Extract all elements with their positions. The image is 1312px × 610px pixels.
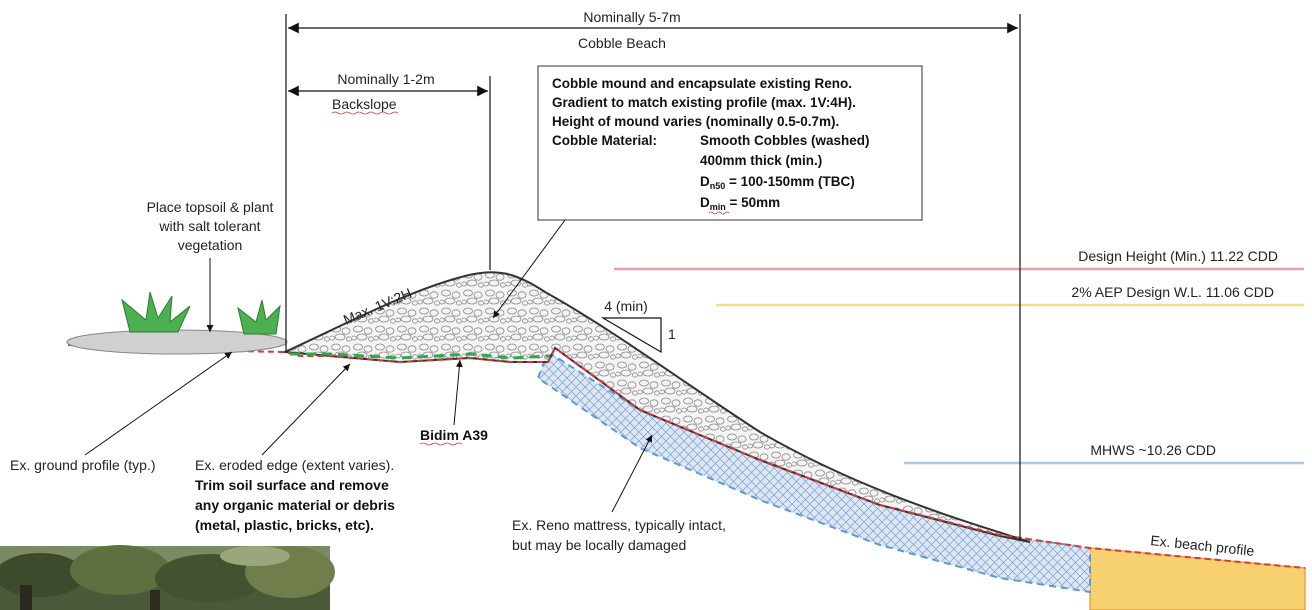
note-line-2: Gradient to match existing profile (max.… — [552, 95, 856, 110]
site-photo-inset — [0, 545, 335, 610]
reno-mattress-label-1: Ex. Reno mattress, typically intact, — [512, 517, 726, 533]
topsoil-label-2: with salt tolerant — [158, 218, 260, 234]
note-line-1: Cobble mound and encapsulate existing Re… — [552, 76, 852, 91]
cobble-material-2: 400mm thick (min.) — [700, 153, 822, 168]
note-leader — [492, 219, 566, 319]
topsoil-label-3: vegetation — [178, 237, 243, 253]
eroded-edge-note-3: (metal, plastic, bricks, etc). — [195, 517, 374, 533]
bidim-label: Bidim A39 — [420, 427, 488, 443]
cobble-mound — [281, 271, 1031, 543]
cobble-material-label: Cobble Material: — [552, 133, 657, 148]
ground-profile-leader — [84, 351, 233, 456]
dmin-underline — [708, 211, 730, 215]
aep-label: 2% AEP Design W.L. 11.06 CDD — [1071, 284, 1274, 300]
slope-vertical-label: 1 — [668, 326, 676, 342]
bidim-underline — [419, 442, 463, 446]
plant-icon — [237, 299, 281, 335]
reno-mattress-label-2: but may be locally damaged — [512, 537, 686, 553]
slope-horizontal-label: 4 (min) — [604, 298, 648, 314]
reno-mattress — [536, 350, 1091, 594]
dn50-spec: Dn50 = 100-150mm (TBC) — [700, 174, 855, 191]
cobble-beach-label: Cobble Beach — [578, 35, 666, 51]
backslope-label: Backslope — [332, 96, 397, 112]
reno-mattress-leader — [611, 434, 653, 513]
topsoil-label-1: Place topsoil & plant — [147, 199, 274, 215]
geotextile-bidim — [290, 352, 551, 360]
eroded-edge-note-1: Trim soil surface and remove — [195, 477, 389, 493]
cobble-material-1: Smooth Cobbles (washed) — [700, 133, 870, 148]
note-line-3: Height of mound varies (nominally 0.5-0.… — [552, 114, 839, 129]
note-box — [537, 65, 923, 221]
mhws-label: MHWS ~10.26 CDD — [1090, 442, 1216, 458]
backslope-dimension-text: Nominally 1-2m — [337, 71, 434, 87]
bidim-leader — [453, 359, 463, 426]
backslope-underline — [331, 111, 399, 115]
ground-profile-label: Ex. ground profile (typ.) — [10, 457, 156, 473]
plant-icon — [121, 291, 191, 333]
eroded-edge-leader — [261, 363, 351, 456]
dmin-spec: Dmin = 50mm — [700, 195, 780, 212]
design-height-label: Design Height (Min.) 11.22 CDD — [1078, 248, 1278, 264]
overall-dimension-text: Nominally 5-7m — [583, 9, 680, 25]
slope-triangle — [600, 317, 662, 354]
eroded-edge-label: Ex. eroded edge (extent varies). — [195, 457, 394, 473]
eroded-edge-note-2: any organic material or debris — [195, 497, 395, 513]
